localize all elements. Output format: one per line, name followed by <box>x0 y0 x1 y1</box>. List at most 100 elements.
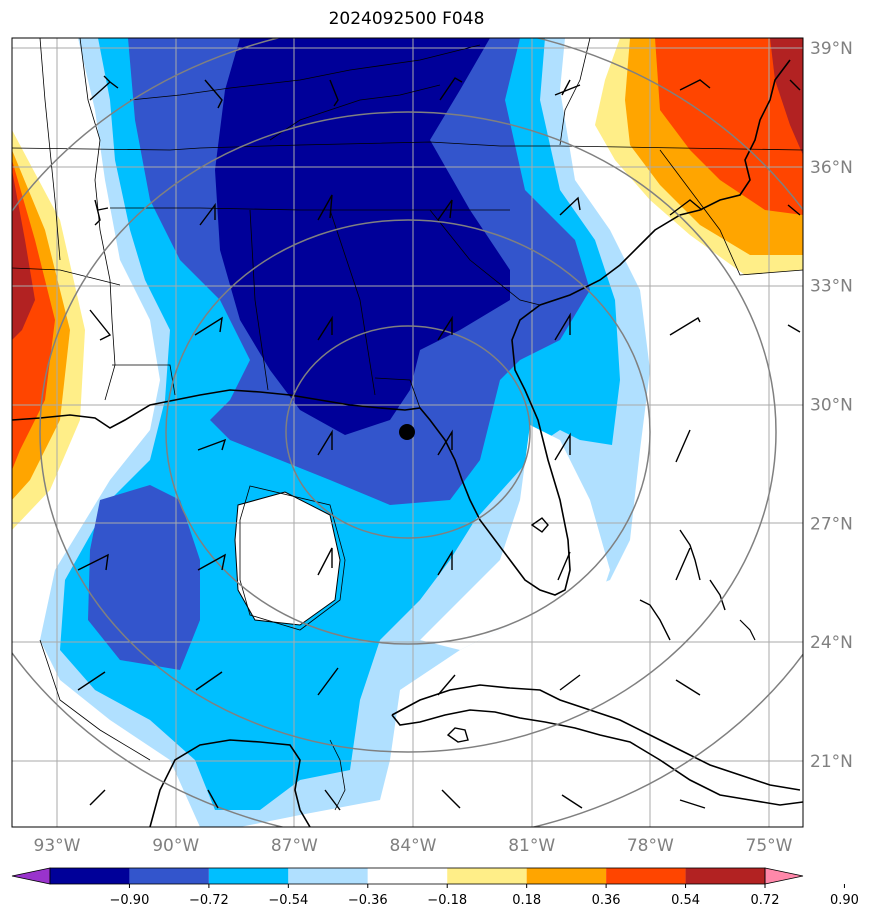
latitude-label: 33°N <box>810 277 853 297</box>
wind-barb <box>77 671 106 691</box>
wind-barb <box>324 789 341 811</box>
longitude-label: 78°W <box>627 836 674 856</box>
wind-barb <box>559 674 581 691</box>
map-title: 2024092500 F048 <box>328 9 485 29</box>
latitude-label: 24°N <box>810 633 853 653</box>
wind-barb <box>439 77 463 101</box>
plot-frame <box>11 37 804 828</box>
colorbar-segment <box>50 868 130 884</box>
colorbar-frame <box>49 867 766 885</box>
wind-barb <box>557 551 571 581</box>
wind-barb <box>559 196 581 216</box>
colorbar-tick-label: −0.54 <box>268 893 308 908</box>
wind-barb <box>669 317 701 336</box>
colorbar-tick-label: 0.36 <box>592 893 621 908</box>
colorbar-segment <box>606 868 686 884</box>
wind-barb <box>437 429 453 456</box>
wind-barb <box>675 429 691 463</box>
wind-barb <box>561 794 583 809</box>
wind-barb <box>89 75 119 101</box>
wind-barb <box>197 553 226 571</box>
wind-barb <box>317 547 333 576</box>
longitude-label: 75°W <box>746 836 793 856</box>
colorbar-tick-label: −0.18 <box>427 893 467 908</box>
wind-barb <box>317 429 333 456</box>
state-borders <box>12 38 803 811</box>
colorbar-extend-high <box>764 867 804 885</box>
wind-barb <box>437 315 453 341</box>
contour-darkred-ne <box>770 38 803 155</box>
colorbar-segment <box>129 868 209 884</box>
longitude-label: 81°W <box>508 836 555 856</box>
colorbar-segment <box>526 868 607 884</box>
contour-darkred-west <box>12 170 35 340</box>
wind-barb <box>317 194 333 221</box>
wind-barb <box>199 202 216 226</box>
wind-barb <box>675 679 701 696</box>
wind-barb <box>787 204 801 216</box>
wind-barb <box>77 553 109 571</box>
wind-barb <box>554 79 581 96</box>
storm-center-marker <box>399 424 415 440</box>
contour-medblue-gulf <box>88 485 200 670</box>
longitude-label: 87°W <box>271 836 318 856</box>
wind-barb <box>679 79 711 91</box>
contour-red-ne <box>655 38 803 215</box>
wind-barb <box>437 549 453 576</box>
latitude-labels: 39°N 36°N 33°N 30°N 27°N 24°N 21°N <box>810 39 853 772</box>
colorbar: −0.90 −0.72 −0.54 −0.36 −0.18 0.18 0.36 0.54 0.7… <box>11 867 859 908</box>
colorbar-tick-label: 0.72 <box>751 893 780 908</box>
wind-barb <box>94 199 109 226</box>
colorbar-tick-label: 0.54 <box>671 893 700 908</box>
latitude-label: 27°N <box>810 514 853 534</box>
colorbar-tick-label: 0.18 <box>512 893 541 908</box>
range-ring-3 <box>39 111 777 753</box>
latitude-label: 21°N <box>810 752 853 772</box>
longitude-labels: 93°W 90°W 87°W 84°W 81°W 78°W 75°W <box>34 836 793 856</box>
colorbar-tick-label: 0.90 <box>830 893 859 908</box>
colorbar-segment <box>685 868 765 884</box>
wind-barb <box>195 671 223 691</box>
colorbar-tick-label: −0.36 <box>348 893 388 908</box>
colorbar-segment <box>447 868 527 884</box>
range-ring-2 <box>165 219 651 645</box>
wind-barb <box>669 199 703 216</box>
colorbar-segment <box>367 868 448 884</box>
wind-barb <box>204 79 223 109</box>
wind-barb <box>679 799 706 809</box>
contour-fill-layer <box>12 38 803 827</box>
wind-barb <box>89 309 112 341</box>
wind-barb <box>554 312 571 341</box>
colorbar-tick-label: −0.72 <box>189 893 229 908</box>
wind-barb <box>317 315 333 341</box>
wind-barb <box>194 316 223 336</box>
wind-barb <box>89 789 106 806</box>
wind-barb <box>787 324 801 333</box>
colorbar-extend-low <box>11 867 51 885</box>
wind-barb <box>675 547 691 581</box>
contour-white-florida <box>420 425 610 650</box>
wind-barbs <box>77 75 801 811</box>
wind-barb <box>197 438 227 451</box>
wind-barb <box>207 789 219 809</box>
wind-barb <box>554 432 571 461</box>
wind-barb <box>437 199 453 221</box>
coastlines <box>12 59 803 827</box>
wind-barb <box>441 789 461 809</box>
latitude-label: 30°N <box>810 396 853 416</box>
longitude-label: 90°W <box>152 836 199 856</box>
latitude-label: 36°N <box>810 158 853 178</box>
colorbar-segment <box>288 868 368 884</box>
colorbar-tick-label: −0.90 <box>110 893 150 908</box>
range-rings <box>12 38 803 827</box>
contour-navy-core <box>215 38 510 435</box>
longitude-label: 84°W <box>390 836 437 856</box>
latitude-label: 39°N <box>810 39 853 59</box>
wind-barb <box>437 674 456 696</box>
wind-barb <box>329 79 339 107</box>
contour-white-gulf <box>235 492 340 625</box>
wind-barb <box>317 667 339 696</box>
range-ring-1 <box>285 325 531 539</box>
wind-barb <box>789 79 801 91</box>
